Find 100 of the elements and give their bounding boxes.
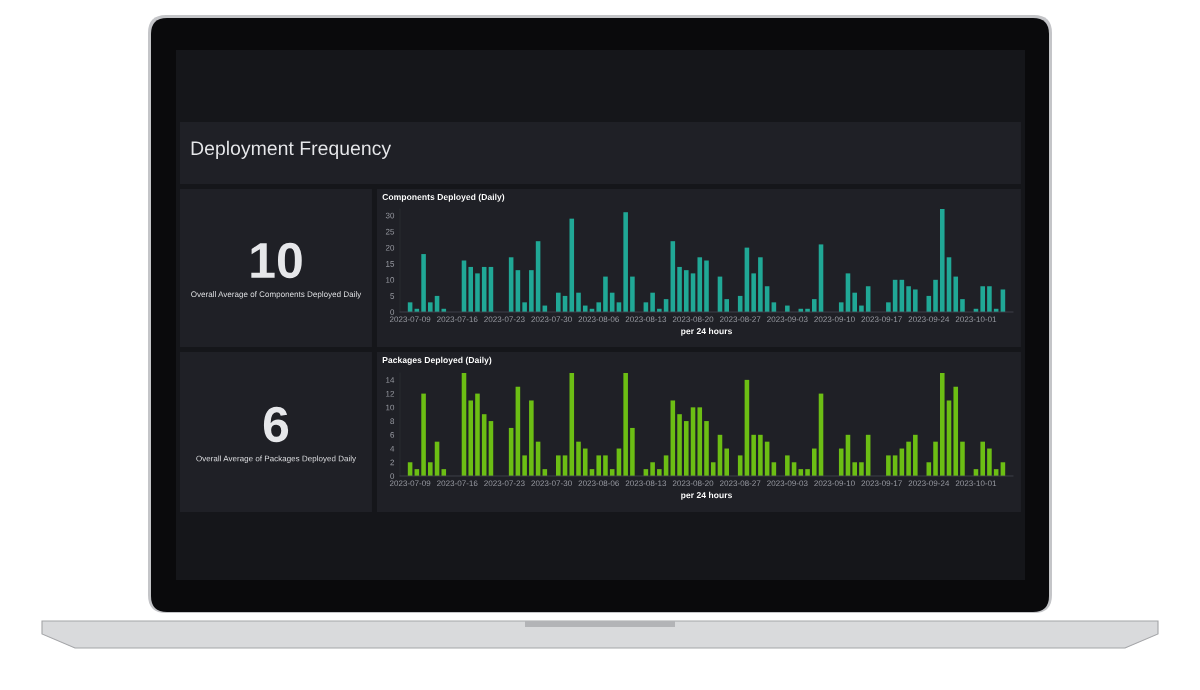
- x-tick-label: 2023-08-06: [578, 316, 619, 323]
- bar: [811, 448, 817, 476]
- y-tick-label: 0: [390, 473, 395, 479]
- x-tick-label: 2023-08-20: [672, 316, 714, 323]
- x-tick-label: 2023-07-16: [437, 480, 478, 487]
- bar: [468, 266, 474, 312]
- y-tick-label: 14: [386, 377, 395, 383]
- y-tick-label: 4: [390, 445, 395, 452]
- bar: [987, 448, 992, 476]
- x-tick-label: 2023-09-03: [767, 480, 808, 487]
- y-tick-label: 2: [390, 459, 395, 466]
- x-tick-label: 2023-07-30: [531, 316, 572, 323]
- bar: [603, 276, 608, 312]
- bar: [522, 302, 527, 312]
- bar: [529, 270, 534, 312]
- x-tick-label: 2023-09-10: [814, 316, 855, 323]
- y-tick-label: 0: [390, 309, 395, 315]
- y-tick-label: 30: [385, 212, 395, 219]
- bar: [751, 273, 756, 312]
- bar: [710, 462, 716, 476]
- bar: [684, 421, 689, 476]
- y-tick-label: 8: [390, 418, 395, 425]
- x-tick-label: 2023-09-10: [814, 480, 855, 487]
- bar: [704, 260, 709, 312]
- x-tick-label: 2023-07-23: [484, 480, 525, 487]
- y-tick-label: 10: [386, 404, 395, 411]
- bar: [441, 469, 447, 476]
- bar: [980, 441, 985, 476]
- x-tick-label: 2023-07-23: [484, 316, 525, 323]
- bar: [582, 448, 588, 476]
- bar: [805, 469, 810, 476]
- bar: [428, 462, 433, 476]
- x-tick-label: 2023-09-03: [767, 316, 808, 323]
- bar: [960, 299, 965, 312]
- x-tick-label: 2023-08-27: [719, 316, 761, 323]
- bar: [475, 393, 480, 476]
- chart-title: Packages Deployed (Daily): [382, 356, 492, 365]
- x-axis-title: per 24 hours: [681, 491, 732, 500]
- x-tick-label: 2023-09-17: [861, 316, 902, 323]
- y-tick-label: 5: [390, 293, 395, 299]
- x-tick-label: 2023-08-13: [625, 480, 667, 487]
- text: Overall Average of Packages Deployed Daily: [196, 455, 357, 463]
- bar: [933, 279, 938, 312]
- x-tick-label: 2023-07-16: [437, 316, 478, 323]
- bar: [913, 289, 918, 312]
- bar: [838, 448, 844, 476]
- bar: [630, 276, 635, 312]
- bar: [751, 434, 756, 476]
- x-tick-label: 2023-07-30: [531, 480, 572, 487]
- bar: [650, 462, 655, 476]
- bar: [556, 292, 561, 312]
- bar: [596, 302, 602, 312]
- bar: [933, 441, 938, 476]
- bar: [724, 299, 729, 312]
- bar: [556, 455, 561, 476]
- bar: [704, 421, 709, 476]
- x-tick-label: 2023-08-06: [578, 480, 619, 487]
- bar: [980, 286, 985, 312]
- bar: [953, 276, 959, 312]
- bar: [987, 286, 992, 312]
- bar: [677, 414, 682, 476]
- y-tick-label: 15: [386, 261, 395, 267]
- bar: [852, 292, 857, 312]
- x-tick-label: 2023-08-20: [672, 480, 714, 487]
- bar: [623, 212, 628, 312]
- text: Deployment Frequency: [191, 140, 392, 159]
- bar: [650, 292, 655, 312]
- bar: [529, 400, 534, 476]
- bar: [576, 441, 581, 476]
- x-tick-label: 2023-09-24: [908, 316, 950, 323]
- bar: [838, 302, 844, 312]
- bar: [811, 299, 817, 312]
- bar: [939, 373, 945, 476]
- bar: [939, 209, 945, 312]
- bar: [724, 448, 729, 476]
- y-tick-label: 12: [386, 390, 395, 397]
- bar: [576, 292, 581, 312]
- bar: [906, 286, 911, 312]
- bar: [428, 302, 433, 312]
- bar: [657, 469, 662, 476]
- bar: [569, 373, 575, 476]
- bar: [953, 386, 959, 476]
- bar: [886, 455, 891, 476]
- bar: [603, 455, 608, 476]
- bar: [758, 257, 763, 312]
- x-tick-label: 2023-08-27: [719, 480, 761, 487]
- y-tick-label: 10: [386, 277, 395, 283]
- x-tick-label: 2023-10-01: [955, 480, 997, 487]
- x-tick-label: 2023-08-13: [625, 316, 667, 323]
- bar: [785, 455, 790, 476]
- x-tick-label: 2023-07-09: [389, 480, 431, 487]
- x-tick-label: 2023-10-01: [955, 316, 997, 323]
- chart-title: Components Deployed (Daily): [382, 193, 505, 202]
- bar: [468, 400, 474, 476]
- bar: [596, 455, 602, 476]
- bar: [684, 270, 689, 312]
- bar: [697, 257, 703, 312]
- y-tick-label: 6: [390, 432, 395, 438]
- text: 10: [251, 242, 302, 279]
- bar: [852, 462, 857, 476]
